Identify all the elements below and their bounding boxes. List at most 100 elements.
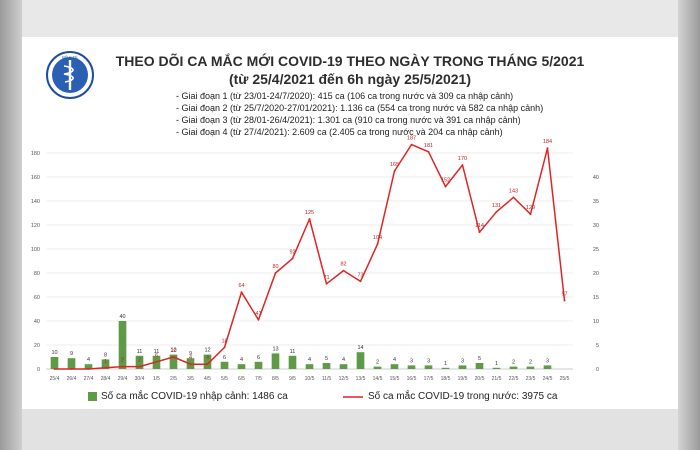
bar — [339, 364, 348, 369]
right-axis-tick-label: 40 — [593, 175, 599, 181]
line-point — [359, 280, 362, 283]
left-axis-tick-label: 140 — [31, 199, 40, 205]
x-axis-tick-label: 4/5 — [204, 376, 211, 382]
line-point — [308, 218, 311, 220]
line-data-label: 71 — [323, 275, 329, 281]
x-axis-tick-label: 17/5 — [424, 376, 434, 382]
bar-data-label: 11 — [290, 349, 296, 355]
legend-bar-swatch — [88, 392, 97, 401]
bar-data-label: 12 — [204, 348, 210, 354]
bar-data-label: 40 — [119, 314, 125, 320]
line-data-label: 114 — [475, 223, 484, 229]
bar — [475, 363, 484, 369]
bar-data-label: 2 — [512, 360, 515, 366]
bar-data-label: 5 — [478, 356, 481, 362]
x-axis-tick-label: 18/5 — [441, 376, 451, 382]
line-data-label: 41 — [255, 311, 261, 317]
left-axis-tick-label: 80 — [34, 271, 40, 277]
bar — [441, 367, 450, 369]
line-point — [427, 150, 430, 153]
right-axis-tick-label: 10 — [593, 319, 599, 325]
line-point — [70, 368, 73, 370]
bar — [373, 366, 382, 369]
legend-bar-label: Số ca mắc COVID-19 nhập cảnh: 1486 ca — [101, 391, 288, 402]
line-point — [529, 213, 532, 216]
line-point — [189, 363, 192, 366]
line-data-label: 4 — [206, 355, 209, 361]
bar-data-label: 11 — [154, 349, 160, 355]
logo-text: BỘ Y TẾ — [62, 55, 78, 60]
right-axis-tick-label: 0 — [596, 367, 599, 373]
bar — [169, 354, 178, 369]
line-point — [342, 269, 345, 272]
line-point — [410, 143, 413, 146]
bar-data-label: 3 — [461, 358, 464, 364]
line-point — [223, 346, 226, 349]
line-data-label: 18 — [221, 338, 227, 344]
line-data-label: 104 — [373, 235, 382, 241]
x-axis-tick-label: 1/5 — [153, 376, 160, 382]
background-left-panel — [0, 0, 22, 450]
phase-1-info: - Giai đoạn 1 (từ 23/01-24/7/2020): 415 … — [176, 91, 514, 101]
right-axis-tick-label: 30 — [593, 223, 599, 229]
phase-2-info: - Giai đoạn 2 (từ 25/7/2020-27/01/2021):… — [176, 103, 544, 113]
bar — [271, 353, 280, 369]
x-axis-tick-label: 9/5 — [289, 376, 296, 382]
x-axis-tick-label: 15/5 — [390, 376, 400, 382]
left-axis-tick-label: 40 — [34, 319, 40, 325]
x-axis-tick-label: 13/5 — [356, 376, 366, 382]
bar — [305, 364, 314, 369]
x-axis-tick-label: 27/4 — [84, 376, 94, 382]
line-data-label: 6 — [155, 353, 158, 359]
ministry-of-health-emblem-icon: BỘ Y TẾ — [46, 51, 94, 99]
bar-data-label: 3 — [546, 358, 549, 364]
bar — [135, 355, 144, 369]
line-point — [393, 170, 396, 172]
bar — [424, 365, 433, 369]
bar — [101, 359, 110, 369]
line-data-label: 73 — [357, 272, 363, 278]
bar-data-label: 1 — [495, 361, 498, 367]
line-data-label: 143 — [509, 188, 518, 194]
line-point — [376, 243, 379, 246]
line-point — [240, 291, 243, 294]
bar-data-label: 10 — [51, 350, 57, 356]
line-point — [444, 185, 447, 188]
bar — [458, 365, 467, 369]
bar — [288, 355, 297, 369]
right-axis-tick-label: 20 — [593, 271, 599, 277]
bar-data-label: 6 — [257, 355, 260, 361]
x-axis-tick-label: 20/5 — [475, 376, 485, 382]
x-axis-tick-label: 2/5 — [170, 376, 177, 382]
bar — [543, 365, 552, 369]
bar-data-label: 3 — [410, 358, 413, 364]
x-axis-tick-label: 25/5 — [560, 376, 570, 382]
bar-data-label: 11 — [137, 349, 143, 355]
line-point — [563, 299, 566, 302]
line-data-label: 2 — [121, 358, 124, 364]
line-point — [291, 257, 294, 260]
right-axis-tick-label: 5 — [596, 343, 599, 349]
line-point — [325, 282, 328, 285]
x-axis-tick-label: 5/5 — [221, 376, 228, 382]
bar — [322, 363, 331, 369]
bar — [407, 365, 416, 369]
line-point — [512, 196, 515, 199]
line-data-label: 82 — [340, 262, 346, 268]
bar — [203, 354, 212, 369]
line-data-label: 80 — [272, 264, 278, 270]
chart-subtitle: (từ 25/4/2021 đến 6h ngày 25/5/2021) — [228, 71, 472, 87]
line-data-label: 129 — [526, 205, 535, 211]
bar — [390, 364, 399, 369]
x-axis-tick-label: 26/4 — [67, 376, 77, 382]
left-axis-tick-label: 160 — [31, 175, 40, 181]
x-axis-tick-label: 10/5 — [305, 376, 315, 382]
line-data-label: 125 — [305, 210, 314, 216]
x-axis-tick-label: 22/5 — [509, 376, 519, 382]
bar-data-label: 8 — [104, 352, 107, 358]
x-axis-tick-label: 16/5 — [407, 376, 417, 382]
line-point — [257, 318, 260, 321]
x-axis-tick-label: 30/4 — [135, 376, 145, 382]
bar — [237, 364, 246, 369]
x-axis-tick-label: 28/4 — [101, 376, 111, 382]
